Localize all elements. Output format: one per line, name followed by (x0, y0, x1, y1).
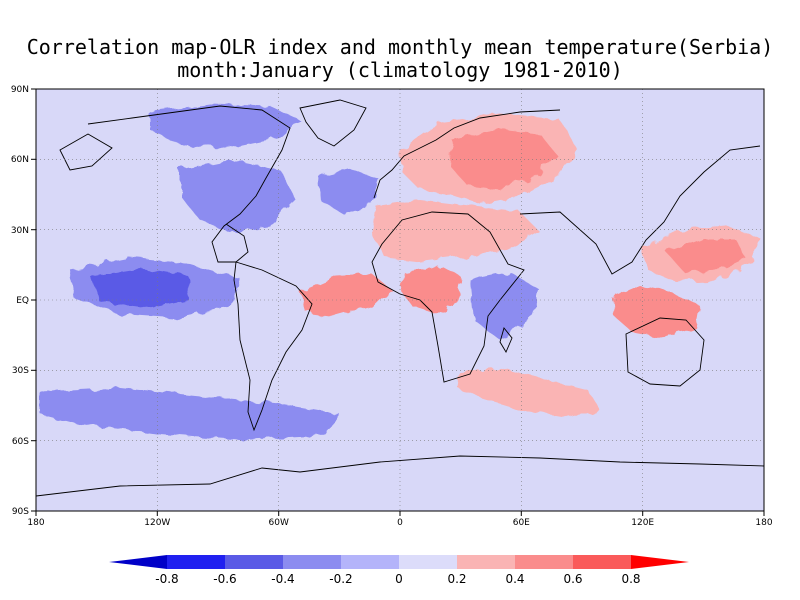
gridlines (36, 89, 764, 511)
lat-label: 30N (11, 226, 29, 236)
map-area (36, 89, 764, 511)
colorbar-cap-low (109, 555, 167, 569)
colorbar-cap-high (631, 555, 689, 569)
colorbar-label: -0.6 (213, 572, 236, 586)
colorbar-label: 0.6 (563, 572, 582, 586)
axis-tick-marks (31, 88, 765, 516)
region-south-indian-ocean-positive (458, 368, 600, 418)
colorbar-segment (399, 555, 457, 569)
coast-europe (373, 109, 561, 199)
colorbar-segment (341, 555, 399, 569)
lat-label: 90S (12, 507, 29, 517)
colorbar (109, 555, 689, 569)
region-tropical-atlantic-positive (300, 274, 392, 316)
colorbar-label: 0.2 (447, 572, 466, 586)
colorbar-label: -0.4 (271, 572, 294, 586)
region-southern-ocean-negative (40, 388, 340, 440)
lon-label: 60W (269, 518, 289, 528)
colorbar-segment (457, 555, 515, 569)
lat-label: 60N (11, 155, 29, 165)
coast-north-america (87, 105, 291, 263)
lon-label: 60E (513, 518, 530, 528)
lon-label: 120W (144, 518, 170, 528)
lon-label: 180 (755, 518, 772, 528)
lon-label: 120E (631, 518, 654, 528)
colorbar-segment (167, 555, 225, 569)
region-indonesia-positive (612, 286, 700, 338)
region-eastern-europe-core (450, 130, 556, 190)
colorbar-label: 0.4 (505, 572, 524, 586)
colorbar-label: 0.8 (621, 572, 640, 586)
lon-label: 0 (397, 518, 403, 528)
region-north-atlantic-negative (318, 168, 380, 214)
region-north-america-negative (180, 160, 296, 232)
longitude-tick-labels: 180 120W 60W 0 60E 120E 180 (27, 518, 772, 528)
coast-antarctica (36, 455, 764, 497)
colorbar-segment (225, 555, 283, 569)
chart-title: Correlation map-OLR index and monthly me… (0, 36, 800, 82)
coast-greenland (299, 99, 367, 147)
colorbar-segment (283, 555, 341, 569)
region-east-pacific-core-negative (90, 268, 190, 308)
region-arctic-canada-negative (150, 104, 300, 148)
colorbar-label: -0.2 (329, 572, 352, 586)
lat-label: 60S (12, 437, 29, 447)
coast-south-america (233, 261, 313, 432)
coast-madagascar (499, 327, 513, 353)
lon-label: 180 (27, 518, 44, 528)
coast-alaska (59, 133, 113, 171)
colorbar-segment (515, 555, 573, 569)
title-line-1: Correlation map-OLR index and monthly me… (26, 35, 774, 59)
colorbar-labels: -0.8 -0.6 -0.4 -0.2 0 0.2 0.4 0.6 0.8 (155, 572, 640, 586)
title-line-2: month:January (climatology 1981-2010) (177, 58, 623, 82)
region-central-africa-positive (400, 264, 462, 314)
coast-asia (519, 145, 761, 275)
colorbar-label: 0 (395, 572, 403, 586)
lat-label: 90N (11, 85, 29, 95)
latitude-tick-labels: 90N 60N 30N EQ 30S 60S 90S (11, 85, 29, 517)
region-west-pacific-core (666, 240, 746, 272)
lat-label: 30S (12, 366, 29, 376)
lat-label: EQ (16, 296, 29, 306)
colorbar-label: -0.8 (155, 572, 178, 586)
colorbar-segment (573, 555, 631, 569)
